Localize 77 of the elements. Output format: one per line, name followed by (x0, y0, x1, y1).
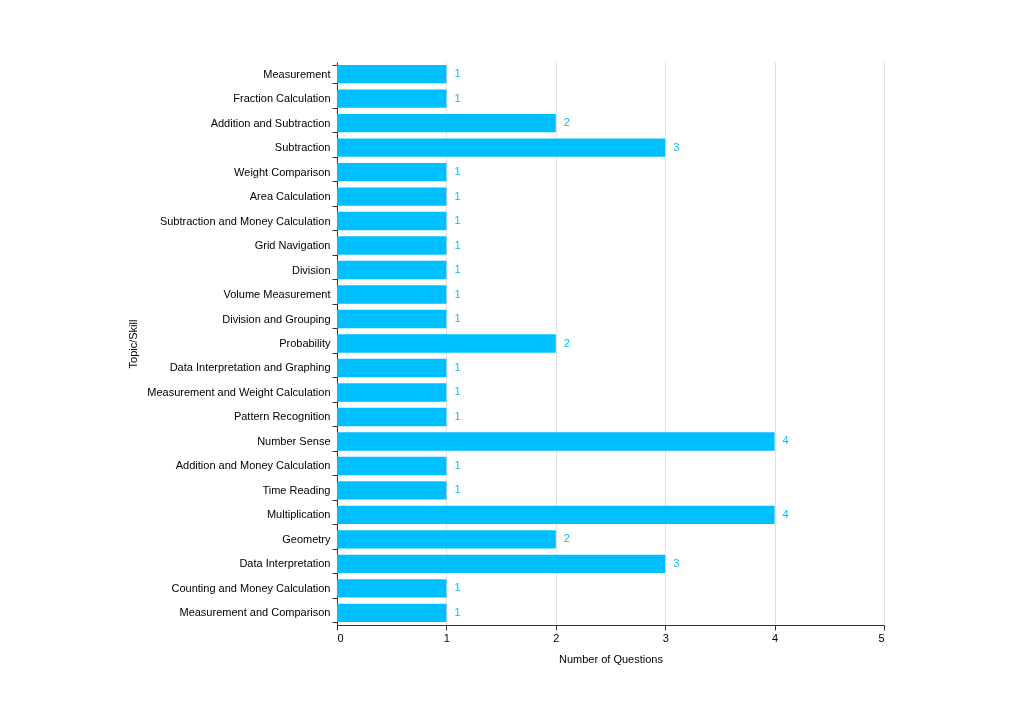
data-label: 1 (454, 287, 461, 300)
bar (337, 432, 775, 451)
data-label: 1 (454, 263, 461, 276)
x-tick-label: 4 (772, 631, 779, 644)
y-tick-label: Measurement and Weight Calculation (147, 385, 331, 398)
bar (337, 64, 447, 84)
x-tick-label: 0 (337, 631, 344, 644)
bar (337, 113, 556, 133)
y-tick-label: Volume Measurement (223, 288, 331, 301)
data-label: 3 (673, 140, 680, 153)
bar (337, 603, 447, 623)
data-label: 1 (454, 238, 461, 251)
bar (337, 89, 447, 108)
y-tick-label: Data Interpretation (239, 557, 331, 570)
y-tick-label: Fraction Calculation (233, 92, 331, 105)
x-tick-label: 2 (553, 631, 560, 644)
bar (337, 481, 447, 500)
y-tick-label: Area Calculation (249, 190, 331, 203)
y-tick-label: Probability (279, 337, 331, 349)
y-tick-label: Subtraction (274, 141, 331, 154)
bar (337, 505, 775, 525)
data-label: 1 (454, 458, 461, 471)
bar (337, 358, 447, 378)
data-label: 1 (454, 214, 461, 227)
x-tick-label: 1 (443, 631, 450, 644)
y-tick-label: Division and Grouping (222, 312, 331, 325)
bar (337, 456, 447, 476)
bar (337, 236, 447, 255)
data-label: 1 (454, 312, 461, 325)
data-label: 1 (454, 483, 461, 496)
y-tick-label: Division (291, 263, 331, 276)
bar (337, 383, 447, 402)
data-label: 2 (563, 532, 570, 545)
bar (337, 407, 447, 427)
data-label: 2 (563, 336, 570, 349)
data-label: 2 (563, 116, 570, 129)
bar (337, 187, 447, 206)
y-tick-label: Grid Navigation (254, 239, 331, 252)
bar (337, 554, 666, 574)
x-tick-label: 3 (662, 631, 669, 644)
bar (337, 138, 666, 157)
bar (337, 260, 447, 280)
bar (337, 579, 447, 598)
y-tick-label: Data Interpretation and Graphing (169, 361, 331, 374)
bar (337, 211, 447, 231)
data-label: 1 (454, 605, 461, 618)
y-tick-label: Multiplication (266, 508, 331, 521)
data-label: 1 (454, 165, 461, 178)
x-axis-title: Number of Questions (559, 652, 664, 665)
y-tick-label: Addition and Subtraction (210, 116, 331, 129)
y-tick-label: Time Reading (262, 483, 331, 496)
y-tick-label: Geometry (282, 532, 331, 545)
y-axis-title: Topic/Skill (127, 319, 140, 369)
y-tick-label: Measurement and Comparison (179, 606, 331, 619)
data-label: 1 (454, 581, 461, 594)
y-tick-label: Counting and Money Calculation (171, 581, 331, 594)
data-label: 1 (454, 409, 461, 422)
bar (337, 334, 556, 353)
data-label: 4 (782, 434, 789, 447)
data-label: 1 (454, 385, 461, 398)
data-label: 1 (454, 91, 461, 104)
y-tick-label: Pattern Recognition (233, 410, 331, 423)
y-tick-label: Addition and Money Calculation (175, 459, 331, 472)
bar (337, 285, 447, 304)
y-tick-label: Weight Comparison (234, 165, 331, 178)
y-tick-label: Number Sense (257, 434, 331, 447)
x-tick-label: 5 (878, 631, 885, 644)
bar (337, 162, 447, 182)
data-label: 4 (782, 507, 789, 520)
data-label: 3 (673, 556, 680, 569)
y-tick-label: Measurement (263, 67, 331, 80)
y-tick-label: Subtraction and Money Calculation (159, 214, 331, 227)
bar (337, 530, 556, 549)
bar (337, 309, 447, 329)
data-label: 1 (454, 67, 461, 80)
data-label: 1 (454, 360, 461, 373)
data-label: 1 (454, 189, 461, 202)
